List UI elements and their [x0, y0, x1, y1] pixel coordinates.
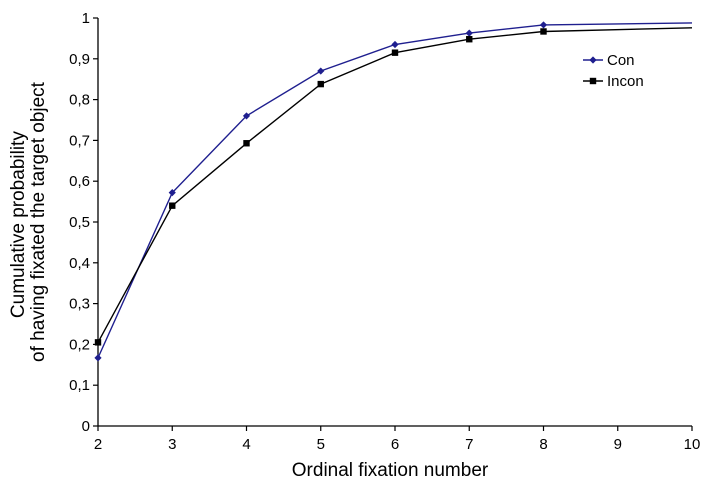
data-point-incon [317, 80, 324, 88]
y-tick-label: 0,5 [69, 214, 90, 231]
x-tick-label: 8 [539, 436, 547, 453]
y-tick-label: 0,6 [69, 173, 90, 190]
y-tick-label: 0,1 [69, 377, 90, 394]
y-tick-label: 0,3 [69, 296, 90, 313]
y-axis-label-line-2: of having fixated the target object [28, 81, 49, 362]
data-point-incon [391, 49, 399, 56]
y-axis-label: Cumulative probability of having fixated… [8, 81, 49, 362]
data-point-con [391, 40, 399, 49]
y-ticks: 0 0,1 0,2 0,3 0,4 0,5 0,6 0,7 0,8 0,9 1 [69, 10, 98, 435]
data-point-incon [243, 140, 250, 147]
legend: Con Incon [583, 52, 644, 90]
data-point-con [168, 189, 176, 197]
series-line-con [97, 22, 693, 359]
legend-marker-incon [589, 77, 597, 85]
x-ticks: 2 3 4 5 6 7 8 9 10 [94, 426, 701, 453]
x-tick-label: 4 [242, 436, 250, 453]
y-tick-label: 1 [82, 10, 90, 27]
x-tick-label: 10 [684, 436, 701, 453]
data-point-con [465, 29, 473, 37]
data-point-incon [169, 202, 176, 209]
y-tick-label: 0,4 [69, 255, 90, 272]
data-point-incon [540, 28, 547, 35]
series-line-incon [97, 27, 693, 343]
legend-label-con: Con [607, 52, 635, 69]
data-point-incon [466, 36, 473, 43]
series-lines [94, 21, 693, 362]
x-tick-label: 9 [614, 436, 622, 453]
y-tick-label: 0,7 [69, 132, 90, 149]
plot-area [97, 18, 692, 427]
data-point-con [539, 21, 548, 29]
legend-marker-con [589, 56, 597, 64]
data-point-con [317, 67, 325, 75]
x-tick-label: 3 [168, 436, 176, 453]
x-tick-label: 2 [94, 436, 102, 453]
y-tick-label: 0,9 [69, 51, 90, 68]
legend-label-incon: Incon [607, 73, 644, 90]
y-tick-label: 0,8 [69, 92, 90, 109]
data-point-incon [94, 339, 102, 346]
y-axis-label-line-1: Cumulative probability [8, 131, 29, 318]
data-point-con [94, 354, 102, 362]
x-tick-label: 5 [317, 436, 325, 453]
data-point-con [242, 112, 251, 120]
x-tick-label: 7 [465, 436, 473, 453]
y-tick-label: 0 [82, 418, 90, 435]
x-axis-label: Ordinal fixation number [292, 460, 489, 481]
y-tick-label: 0,2 [69, 336, 90, 353]
x-tick-label: 6 [391, 436, 399, 453]
